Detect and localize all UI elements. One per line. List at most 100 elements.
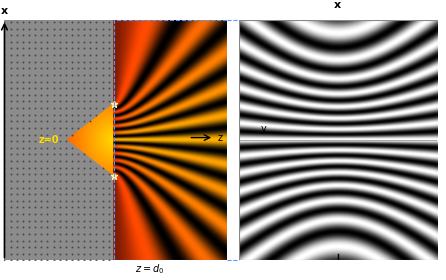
Point bbox=[1, 20, 8, 24]
Point bbox=[68, 192, 75, 196]
Point bbox=[74, 126, 82, 130]
Point bbox=[13, 40, 21, 44]
Point bbox=[50, 218, 57, 223]
Point bbox=[87, 93, 94, 97]
Point bbox=[68, 126, 75, 130]
Point bbox=[62, 185, 70, 190]
Point bbox=[32, 73, 39, 77]
Point bbox=[87, 46, 94, 51]
Point bbox=[74, 165, 82, 170]
Point bbox=[13, 86, 21, 90]
Point bbox=[68, 258, 75, 263]
Point bbox=[7, 152, 14, 157]
Point bbox=[50, 119, 57, 123]
Point bbox=[44, 225, 51, 230]
Point bbox=[81, 172, 88, 177]
Point bbox=[44, 146, 51, 150]
Point bbox=[19, 59, 26, 64]
Point bbox=[25, 53, 33, 57]
Point bbox=[81, 258, 88, 263]
Point bbox=[7, 132, 14, 137]
Point bbox=[99, 185, 106, 190]
Point bbox=[50, 139, 57, 143]
Point bbox=[93, 212, 100, 216]
Point bbox=[99, 218, 106, 223]
Point bbox=[74, 185, 82, 190]
Point bbox=[93, 165, 100, 170]
Point bbox=[19, 225, 26, 230]
Point bbox=[13, 165, 21, 170]
Point bbox=[56, 20, 63, 24]
Point bbox=[13, 113, 21, 117]
Point bbox=[38, 59, 45, 64]
Point bbox=[93, 185, 100, 190]
Point bbox=[99, 79, 106, 84]
Point bbox=[62, 205, 70, 210]
Point bbox=[68, 199, 75, 203]
Point bbox=[99, 172, 106, 177]
Point bbox=[25, 119, 33, 123]
Point bbox=[87, 192, 94, 196]
Point bbox=[1, 218, 8, 223]
Point bbox=[56, 106, 63, 110]
Point bbox=[38, 165, 45, 170]
Point bbox=[44, 258, 51, 263]
Point bbox=[62, 20, 70, 24]
Point bbox=[1, 66, 8, 71]
Point bbox=[25, 238, 33, 243]
Point bbox=[25, 245, 33, 249]
Point bbox=[74, 26, 82, 31]
Point bbox=[74, 225, 82, 230]
Point bbox=[93, 86, 100, 90]
Point bbox=[56, 86, 63, 90]
Point bbox=[105, 79, 112, 84]
Point bbox=[13, 66, 21, 71]
Point bbox=[13, 199, 21, 203]
Point bbox=[7, 146, 14, 150]
Point bbox=[13, 126, 21, 130]
Point bbox=[62, 179, 70, 183]
Point bbox=[32, 245, 39, 249]
Point bbox=[44, 165, 51, 170]
Point bbox=[38, 33, 45, 38]
Point bbox=[87, 79, 94, 84]
Point bbox=[105, 258, 112, 263]
Point bbox=[68, 225, 75, 230]
Point bbox=[56, 238, 63, 243]
Point bbox=[93, 113, 100, 117]
Point bbox=[62, 126, 70, 130]
Point bbox=[38, 40, 45, 44]
Point bbox=[32, 192, 39, 196]
Point bbox=[25, 59, 33, 64]
Point bbox=[74, 86, 82, 90]
Point bbox=[81, 212, 88, 216]
Point bbox=[68, 93, 75, 97]
Point bbox=[1, 232, 8, 236]
Point bbox=[50, 152, 57, 157]
Point bbox=[99, 99, 106, 104]
Point bbox=[93, 46, 100, 51]
Point bbox=[13, 218, 21, 223]
Point bbox=[105, 86, 112, 90]
Point bbox=[93, 205, 100, 210]
Point bbox=[50, 172, 57, 177]
Point bbox=[44, 126, 51, 130]
Point bbox=[1, 126, 8, 130]
Point bbox=[7, 113, 14, 117]
Point bbox=[74, 46, 82, 51]
Point bbox=[105, 205, 112, 210]
Point bbox=[93, 192, 100, 196]
Point bbox=[32, 26, 39, 31]
Point bbox=[74, 99, 82, 104]
Point bbox=[74, 33, 82, 38]
Point bbox=[32, 238, 39, 243]
Point bbox=[87, 172, 94, 177]
Point bbox=[38, 79, 45, 84]
Point bbox=[7, 40, 14, 44]
Point bbox=[68, 179, 75, 183]
Point bbox=[19, 106, 26, 110]
Point bbox=[19, 66, 26, 71]
Point bbox=[25, 46, 33, 51]
Point bbox=[62, 146, 70, 150]
Point bbox=[62, 132, 70, 137]
